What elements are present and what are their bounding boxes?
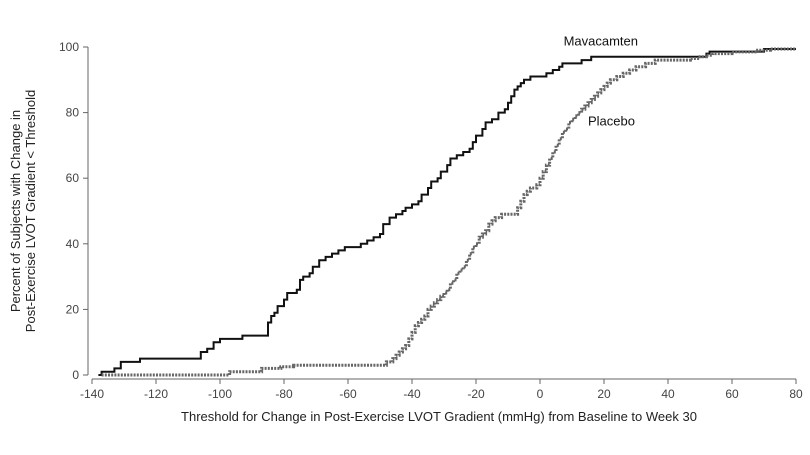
x-tick-label: 60 [725,387,739,401]
series-label-2: Placebo [588,114,635,129]
series-layer [98,47,796,377]
series-line-1 [98,48,796,376]
y-tick-label: 80 [66,106,80,120]
x-tick-label: -140 [80,387,104,401]
x-tick-label: -20 [467,387,485,401]
x-tick-label: -120 [144,387,168,401]
series-line-2 [101,47,796,377]
y-tick-label: 40 [66,237,80,251]
x-tick-label: 20 [597,387,611,401]
series-label-1: Mavacamten [564,33,638,48]
x-tick-label: 40 [661,387,675,401]
y-ticks: 0 20 40 60 80 100 [59,40,88,382]
x-axis: -140 -120 -100 -80 -60 -40 -20 0 20 40 60 80 [80,378,803,401]
x-tick-label: -60 [339,387,357,401]
y-tick-label: 20 [66,302,80,316]
y-axis-title-line-1: Percent of Subjects with Change in [8,110,23,312]
x-ticks: -140 -120 -100 -80 -60 -40 -20 0 20 40 60 80 [80,379,803,401]
x-tick-label: 0 [537,387,544,401]
y-axis-title: Percent of Subjects with Change in Post-… [8,90,38,332]
y-tick-label: 100 [59,40,79,54]
x-tick-label: 80 [789,387,803,401]
y-tick-label: 60 [66,171,80,185]
y-axis-title-line-2: Post-Exercise LVOT Gradient < Threshold [23,90,38,332]
x-tick-label: -100 [208,387,232,401]
annotation-layer: Mavacamten Placebo [564,33,638,128]
x-tick-label: -40 [403,387,421,401]
x-axis-title: Threshold for Change in Post-Exercise LV… [181,409,697,424]
x-tick-label: -80 [275,387,293,401]
y-axis: 0 20 40 60 80 100 [59,40,89,382]
y-tick-label: 0 [72,368,79,382]
